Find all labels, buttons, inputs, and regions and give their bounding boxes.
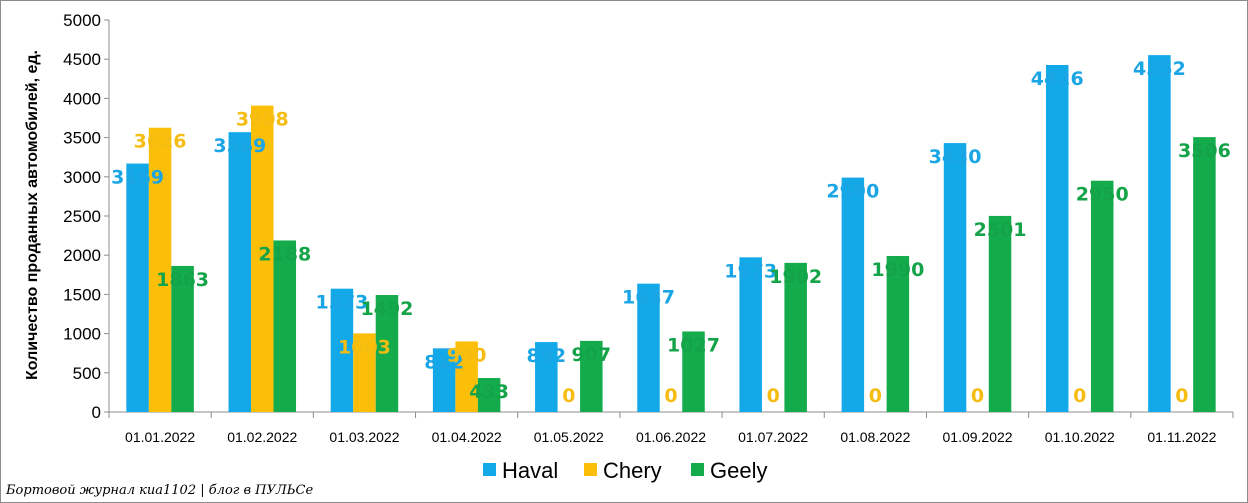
legend-swatch-geely	[691, 463, 704, 476]
data-label-geely: 1863	[156, 269, 209, 291]
data-label-geely: 2188	[258, 243, 311, 265]
x-tick-label: 01.02.2022	[227, 429, 297, 445]
data-label-haval: 3430	[929, 146, 982, 168]
bar-geely	[682, 331, 705, 412]
y-tick-label: 0	[92, 403, 101, 422]
data-label-haval: 1637	[622, 287, 675, 309]
bar-haval	[739, 257, 762, 412]
bar-haval	[432, 348, 456, 412]
y-tick-label: 4500	[63, 50, 101, 69]
data-label-chery: 1003	[338, 336, 391, 358]
bar-haval	[841, 177, 865, 412]
x-tick-label: 01.08.2022	[840, 429, 910, 445]
data-label-geely: 2501	[974, 219, 1027, 241]
x-tick-label: 01.06.2022	[636, 429, 706, 445]
legend-swatch-haval	[483, 463, 496, 476]
y-tick-label: 4000	[63, 89, 101, 108]
bar-geely	[580, 340, 603, 412]
data-label-geely: 3506	[1178, 140, 1231, 162]
bar-haval	[1045, 65, 1069, 413]
legend-label-chery: Chery	[603, 458, 662, 483]
y-tick-label: 1000	[63, 325, 101, 344]
data-label-geely: 907	[571, 344, 611, 366]
legend-label-haval: Haval	[502, 458, 558, 483]
data-label-chery: 0	[1073, 385, 1086, 407]
data-label-haval: 4552	[1133, 58, 1186, 80]
x-tick-label: 01.10.2022	[1045, 429, 1115, 445]
axes: 0 500 1000 1500 2000 2500 3000 3500 4000 4500 5000…	[63, 11, 1234, 445]
data-label-geely: 1027	[667, 334, 720, 356]
data-label-haval: 3569	[213, 135, 266, 157]
bar-chery	[148, 127, 172, 412]
data-label-haval: 1973	[724, 260, 777, 282]
legend-label-geely: Geely	[710, 458, 767, 483]
x-tick-label: 01.09.2022	[943, 429, 1013, 445]
bar-geely	[375, 295, 399, 412]
y-tick-label: 3500	[63, 129, 101, 148]
y-tick-label: 2500	[63, 207, 101, 226]
y-tick-label: 1500	[63, 285, 101, 304]
y-tick-label: 5000	[63, 11, 101, 30]
bar-haval	[637, 283, 660, 412]
data-label-chery: 0	[767, 385, 780, 407]
bar-geely	[1193, 137, 1216, 413]
bar-chery	[251, 105, 274, 413]
data-label-chery: 0	[971, 385, 984, 407]
y-axis-label: Количество проданных автомобилей, ед.	[24, 50, 41, 380]
data-label-geely: 2950	[1076, 184, 1129, 206]
bar-geely	[988, 215, 1012, 412]
bar-haval	[1148, 55, 1171, 412]
y-tick-label: 3000	[63, 168, 101, 187]
data-label-haval: 3169	[111, 167, 164, 189]
legend-swatch-chery	[584, 463, 597, 476]
data-label-haval: 1573	[316, 292, 369, 314]
bar-geely	[171, 265, 194, 412]
bar-haval	[943, 143, 967, 412]
bar-haval	[228, 132, 252, 412]
bar-chery	[353, 333, 376, 412]
bar-geely	[784, 262, 807, 412]
data-label-chery: 0	[1175, 385, 1188, 407]
x-tick-label: 01.07.2022	[738, 429, 808, 445]
data-label-chery: 900	[447, 344, 487, 366]
bar-chery	[455, 341, 478, 412]
bar-haval	[535, 342, 558, 412]
data-label-chery: 0	[664, 385, 677, 407]
x-tick-label: 01.01.2022	[125, 429, 195, 445]
bar-geely	[477, 378, 501, 412]
x-tick-label: 01.03.2022	[329, 429, 399, 445]
bar-haval	[126, 163, 149, 412]
bar-geely	[1090, 180, 1114, 412]
data-label-geely: 1492	[361, 298, 414, 320]
data-label-chery: 0	[562, 385, 575, 407]
bars	[126, 55, 1216, 413]
data-label-geely: 1902	[769, 266, 822, 288]
bar-haval	[330, 288, 354, 412]
data-label-chery: 0	[869, 385, 882, 407]
data-labels: 3169 3569 1573 812 892 1637 1973 2990 3430 4426 45…	[111, 58, 1231, 407]
data-label-haval: 2990	[826, 181, 879, 203]
bar-geely	[273, 240, 297, 412]
x-tick-label: 01.04.2022	[432, 429, 502, 445]
x-tick-label: 01.11.2022	[1147, 429, 1216, 445]
y-tick-label: 2000	[63, 246, 101, 265]
x-tick-label: 01.05.2022	[534, 429, 604, 445]
data-label-chery: 3908	[236, 109, 289, 131]
y-tick-label: 500	[73, 364, 101, 383]
credit-text: Бортовой журнал киа1102 | блог в ПУЛЬСе	[5, 483, 313, 498]
data-label-geely: 1990	[871, 259, 924, 281]
data-label-haval: 4426	[1031, 68, 1084, 90]
data-label-haval: 812	[424, 351, 464, 373]
data-label-haval: 892	[526, 345, 566, 367]
bar-geely	[886, 255, 910, 412]
data-label-chery: 3626	[134, 131, 187, 153]
data-label-geely: 433	[469, 381, 509, 403]
legend: Haval Chery Geely	[483, 458, 767, 483]
